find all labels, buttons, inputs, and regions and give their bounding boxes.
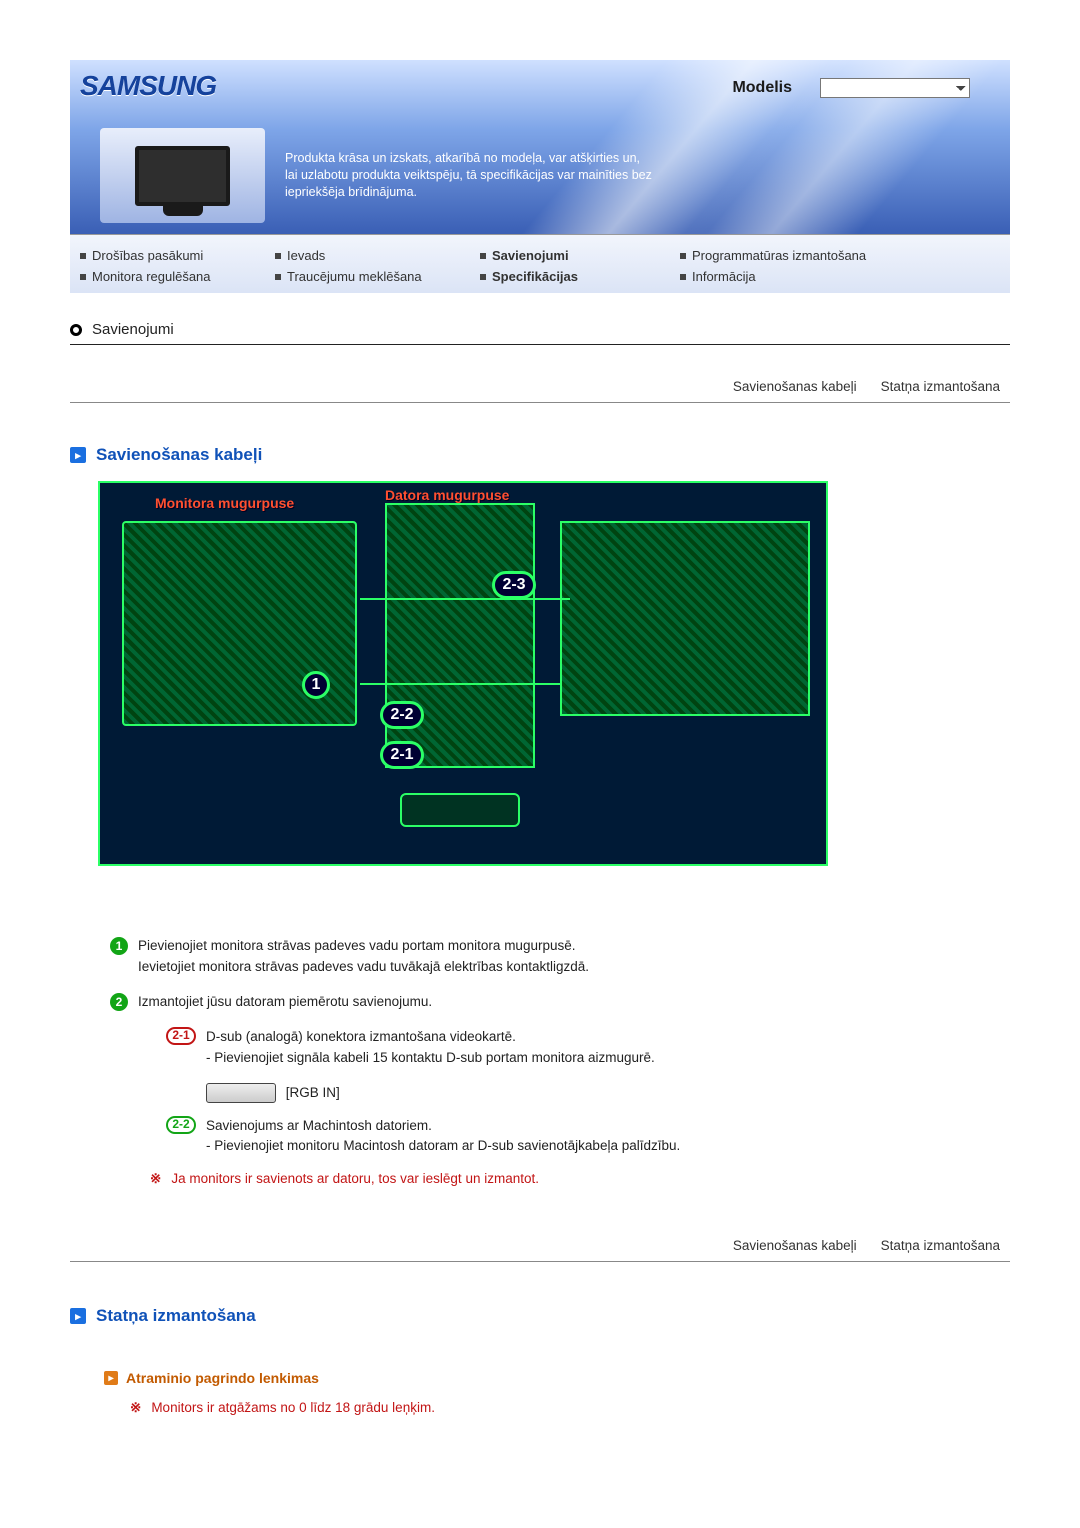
step-1-line-a: Pievienojiet monitora strāvas padeves va…: [138, 936, 589, 957]
sublink-cables[interactable]: Savienošanas kabeļi: [733, 379, 857, 394]
nav-item-informacija[interactable]: Informācija: [672, 266, 902, 287]
nav-item-programmaturas[interactable]: Programmatūras izmantošana: [672, 245, 902, 266]
arrow-icon: [70, 447, 86, 463]
diagram-bubble-23: 2-3: [492, 571, 536, 599]
connection-steps: 1 Pievienojiet monitora strāvas padeves …: [110, 936, 1010, 1190]
rgb-port-icon: [206, 1083, 276, 1103]
connection-diagram: Monitora mugurpuse Datora mugurpuse 2-3 …: [98, 481, 828, 866]
nav-item-ievads[interactable]: Ievads: [267, 245, 472, 266]
diagram-label-monitor: Monitora mugurpuse: [155, 495, 294, 511]
diagram-wire-2: [360, 683, 560, 685]
sublink-stand-2[interactable]: Statņa izmantošana: [881, 1238, 1000, 1253]
breadcrumb-label: Savienojumi: [92, 321, 174, 338]
main-nav: Drošības pasākumi Ievads Savienojumi Pro…: [70, 235, 1010, 293]
nav-item-traucejumu[interactable]: Traucējumu meklēšana: [267, 266, 472, 287]
substep-number-22: 2-2: [166, 1116, 196, 1134]
note-mark-icon: ※: [130, 1400, 141, 1416]
diagram-wire-1: [360, 598, 570, 600]
substep-number-21: 2-1: [166, 1027, 196, 1045]
model-label: Modelis: [732, 79, 792, 97]
step-2-line: Izmantojiet jūsu datoram piemērotu savie…: [138, 992, 432, 1013]
section-sublinks-top: Savienošanas kabeļi Statņa izmantošana: [70, 379, 1010, 403]
subsection-title-tilt: Atraminio pagrindo lenkimas: [104, 1370, 1010, 1386]
breadcrumb: Savienojumi: [70, 321, 1010, 345]
diagram-label-pc: Datora mugurpuse: [385, 487, 509, 503]
nav-item-specifikacijas[interactable]: Specifikācijas: [472, 266, 672, 287]
diagram-bubble-21: 2-1: [380, 741, 424, 769]
diagram-bubble-22: 2-2: [380, 701, 424, 729]
substep-21-line-b: - Pievienojiet signāla kabeli 15 kontakt…: [206, 1048, 655, 1069]
nav-item-drosibas[interactable]: Drošības pasākumi: [72, 245, 267, 266]
bullet-icon: [70, 324, 82, 336]
rgb-port-label: [RGB IN]: [286, 1085, 340, 1100]
section-title-stand: Statņa izmantošana: [70, 1306, 1010, 1326]
brand-logo: SAMSUNG: [80, 70, 216, 102]
step-number-1: 1: [110, 937, 128, 955]
product-thumbnail: [100, 128, 265, 223]
monitor-illustration: [135, 146, 230, 206]
step-1-line-b: Ievietojiet monitora strāvas padeves vad…: [138, 957, 589, 978]
arrow-icon: [70, 1308, 86, 1324]
chevron-icon: [104, 1371, 118, 1385]
model-select[interactable]: [820, 78, 970, 98]
nav-item-savienojumi[interactable]: Savienojumi: [472, 245, 672, 266]
connection-note: Ja monitors ir savienots ar datoru, tos …: [171, 1169, 539, 1190]
substep-22-line-b: - Pievienojiet monitoru Macintosh datora…: [206, 1136, 680, 1157]
diagram-cable-icon: [400, 793, 520, 827]
substep-22-line-a: Savienojums ar Machintosh datoriem.: [206, 1116, 680, 1137]
substep-21-line-a: D-sub (analogā) konektora izmantošana vi…: [206, 1027, 655, 1048]
note-mark-icon: ※: [150, 1169, 161, 1190]
tilt-note: Monitors ir atgāžams no 0 līdz 18 grādu …: [151, 1400, 435, 1416]
sublink-cables-2[interactable]: Savienošanas kabeļi: [733, 1238, 857, 1253]
banner-disclaimer: Produkta krāsa un izskats, atkarībā no m…: [285, 150, 655, 201]
sublink-stand[interactable]: Statņa izmantošana: [881, 379, 1000, 394]
diagram-bubble-1: 1: [302, 671, 330, 699]
header-banner: SAMSUNG Modelis Produkta krāsa un izskat…: [70, 60, 1010, 235]
section-title-cables: Savienošanas kabeļi: [70, 445, 1010, 465]
step-number-2: 2: [110, 993, 128, 1011]
nav-item-monitora-reg[interactable]: Monitora regulēšana: [72, 266, 267, 287]
section-sublinks-bottom: Savienošanas kabeļi Statņa izmantošana: [70, 1238, 1010, 1262]
diagram-cluster-pc2: [560, 521, 810, 716]
